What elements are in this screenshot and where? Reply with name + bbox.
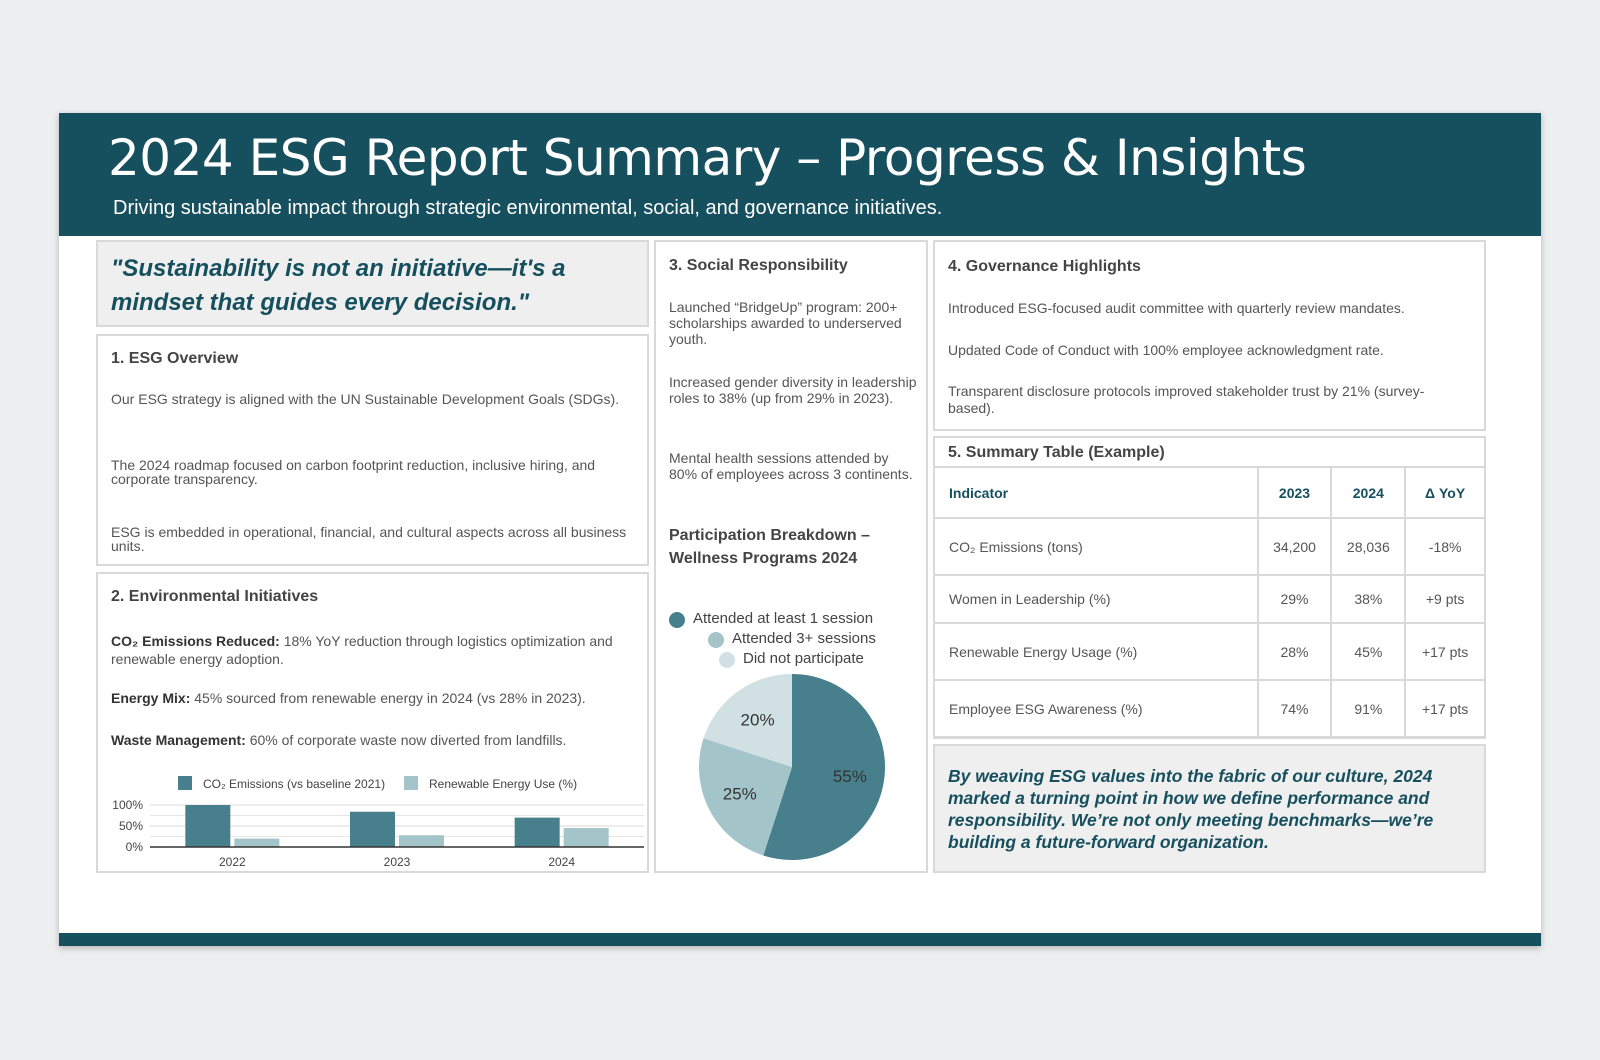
table-cell-yoy: +17 pts: [1404, 622, 1486, 681]
environmental-item-waste-text: 60% of corporate waste now diverted from…: [245, 732, 567, 748]
legend-dot-attended-3: [708, 632, 724, 648]
environmental-card: 2. Environmental Initiatives CO₂ Emissio…: [96, 572, 649, 873]
table-cell-yoy: +9 pts: [1404, 574, 1486, 624]
governance-card: 4. Governance Highlights Introduced ESG-…: [933, 240, 1486, 431]
environmental-item-co2-label: CO₂ Emissions Reduced:: [111, 633, 280, 649]
bar-2023-co2: [350, 811, 395, 847]
pie-slice-1: [763, 674, 885, 860]
environmental-item-co2: CO₂ Emissions Reduced: 18% YoY reduction…: [111, 632, 631, 668]
bar-xtick-label: 2024: [548, 855, 575, 869]
pie-value-label: 20%: [741, 711, 775, 730]
bar-ytick-label: 100%: [112, 798, 143, 812]
bar-legend-label: Renewable Energy Use (%): [429, 777, 577, 791]
social-p1: Launched “BridgeUp” program: 200+ schola…: [669, 299, 902, 347]
bar-ytick-label: 50%: [119, 819, 143, 833]
participation-pie-chart: 55% 25% 20%: [699, 674, 885, 860]
table-cell-2024: 45%: [1330, 622, 1407, 681]
participation-chart-title: Participation Breakdown – Wellness Progr…: [669, 527, 870, 567]
pie-value-label: 25%: [723, 785, 757, 804]
esg-overview-heading: 1. ESG Overview: [111, 350, 239, 367]
bar-ytick-label: 0%: [126, 840, 144, 854]
bar-2024-co2: [514, 817, 560, 847]
environmental-item-waste-label: Waste Management:: [111, 732, 246, 748]
table-cell-indicator: Employee ESG Awareness (%): [933, 679, 1259, 738]
quote-card-top: "Sustainability is not an initiative—it'…: [96, 240, 649, 327]
header-banner: 2024 ESG Report Summary – Progress & Ins…: [59, 113, 1541, 236]
environmental-item-energy-text: 45% sourced from renewable energy in 202…: [190, 690, 586, 706]
esg-overview-p3: ESG is embedded in operational, financia…: [111, 524, 627, 554]
legend-dot-attended-1: [669, 612, 685, 628]
bar-xtick-label: 2023: [384, 855, 411, 869]
bar-xtick-label: 2022: [219, 855, 246, 869]
esg-overview-card: 1. ESG Overview Our ESG strategy is alig…: [96, 334, 649, 566]
pie-slice-2: [699, 738, 792, 856]
table-cell-indicator: CO₂ Emissions (tons): [933, 517, 1259, 576]
bar-2023-renewable: [399, 835, 444, 847]
summary-table-heading: 5. Summary Table (Example): [948, 444, 1165, 461]
legend-dot-not-participate: [719, 652, 735, 668]
esg-overview-p2: The 2024 roadmap focused on carbon footp…: [111, 457, 596, 487]
environmental-item-energy: Energy Mix: 45% sourced from renewable e…: [111, 689, 631, 707]
environmental-heading: 2. Environmental Initiatives: [111, 588, 319, 605]
social-heading: 3. Social Responsibility: [669, 257, 848, 274]
environmental-item-co2-text: 18% YoY reduction through logistics opti…: [111, 633, 613, 667]
bar-2022-renewable: [234, 838, 280, 847]
summary-table: Indicator 2023 2024 Δ YoY CO₂ Emissions …: [933, 466, 1486, 738]
pie-slice-3: [703, 674, 792, 767]
table-row: CO₂ Emissions (tons) 34,200 28,036 -18%: [933, 517, 1486, 576]
bar-legend-label: CO₂ Emissions (vs baseline 2021): [203, 777, 385, 791]
environmental-item-energy-label: Energy Mix:: [111, 690, 191, 706]
environmental-bar-chart: CO₂ Emissions (vs baseline 2021) Renewabl…: [112, 776, 644, 869]
bar-2024-renewable: [563, 828, 609, 847]
page-title: 2024 ESG Report Summary – Progress & Ins…: [108, 129, 1307, 187]
governance-p1: Introduced ESG-focused audit committee w…: [948, 300, 1405, 316]
table-cell-indicator: Women in Leadership (%): [933, 574, 1259, 624]
table-cell-2024: 28,036: [1330, 517, 1407, 576]
social-card: 3. Social Responsibility Launched “Bridg…: [654, 240, 928, 873]
governance-p3: Transparent disclosure protocols improve…: [948, 383, 1425, 416]
slide: 2024 ESG Report Summary – Progress & Ins…: [59, 113, 1541, 946]
quote-top: "Sustainability is not an initiative—it'…: [111, 255, 566, 316]
table-cell-2023: 29%: [1256, 574, 1333, 624]
summary-table-card: 5. Summary Table (Example) Indicator 202…: [933, 436, 1486, 739]
table-header-2023: 2023: [1256, 466, 1333, 519]
table-header-2024: 2024: [1330, 466, 1407, 519]
bar-2022-co2: [185, 805, 231, 847]
esg-overview-p1: Our ESG strategy is aligned with the UN …: [111, 391, 620, 407]
footer-bar: [59, 933, 1541, 946]
bar-legend-swatch: [178, 776, 192, 790]
table-header-yoy: Δ YoY: [1404, 466, 1486, 519]
table-cell-indicator: Renewable Energy Usage (%): [933, 622, 1259, 681]
legend-attended-3: Attended 3+ sessions: [732, 630, 876, 647]
social-p3: Mental health sessions attended by 80% o…: [669, 450, 913, 482]
table-row: Renewable Energy Usage (%) 28% 45% +17 p…: [933, 622, 1486, 681]
legend-attended-1: Attended at least 1 session: [693, 610, 874, 627]
environmental-item-waste: Waste Management: 60% of corporate waste…: [111, 731, 631, 749]
table-cell-2023: 74%: [1256, 679, 1333, 738]
table-cell-2024: 38%: [1330, 574, 1407, 624]
table-row: Employee ESG Awareness (%) 74% 91% +17 p…: [933, 679, 1486, 738]
table-cell-yoy: +17 pts: [1404, 679, 1486, 738]
bar-legend-swatch: [404, 776, 418, 790]
governance-p2: Updated Code of Conduct with 100% employ…: [948, 342, 1384, 358]
table-cell-yoy: -18%: [1404, 517, 1486, 576]
social-p2: Increased gender diversity in leadership…: [669, 374, 917, 406]
table-cell-2023: 28%: [1256, 622, 1333, 681]
pie-value-label: 55%: [833, 767, 867, 786]
table-header-row: Indicator 2023 2024 Δ YoY: [933, 466, 1486, 519]
table-row: Women in Leadership (%) 29% 38% +9 pts: [933, 574, 1486, 624]
legend-not-participate: Did not participate: [743, 650, 864, 667]
table-cell-2024: 91%: [1330, 679, 1407, 738]
table-header-indicator: Indicator: [933, 466, 1259, 519]
page-subtitle: Driving sustainable impact through strat…: [113, 197, 943, 219]
quote-bottom: By weaving ESG values into the fabric of…: [948, 766, 1434, 852]
table-cell-2023: 34,200: [1256, 517, 1333, 576]
quote-card-bottom: By weaving ESG values into the fabric of…: [933, 744, 1486, 873]
governance-heading: 4. Governance Highlights: [948, 258, 1141, 275]
